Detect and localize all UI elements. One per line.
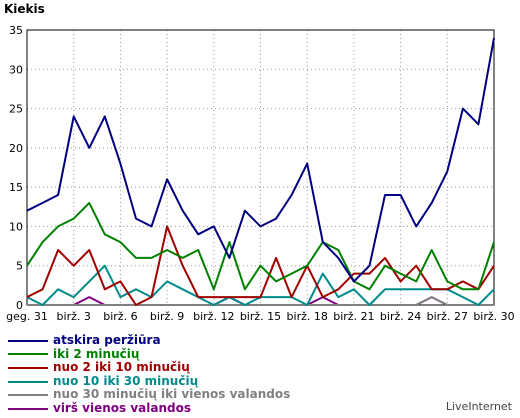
y-tick-label: 5 [16,260,23,273]
legend-item: nuo 30 minučių iki vienos valandos [8,388,290,402]
series-line-0 [26,37,495,283]
y-tick-label: 35 [9,24,23,37]
x-tick-label: birž. 3 [57,310,91,323]
x-tick-label: birž. 24 [380,310,421,323]
x-tick-label: birž. 15 [240,310,281,323]
legend-swatch [8,353,48,356]
legend-swatch [8,339,48,342]
x-tick-label: birž. 9 [150,310,184,323]
legend-label: virš vienos valandos [53,400,192,415]
x-tick-label: birž. 27 [427,310,468,323]
legend-swatch [8,394,48,397]
legend-item: virš vienos valandos [8,400,290,416]
y-tick-label: 30 [9,63,23,76]
x-tick-label: birž. 6 [103,310,137,323]
legend-swatch [8,407,48,410]
legend-item: nuo 2 iki 10 minučių [8,361,290,375]
series-line-1 [26,201,495,291]
x-tick-label: birž. 30 [473,310,514,323]
legend-label: nuo 30 minučių iki vienos valandos [53,387,291,402]
x-tick-label: geg. 31 [6,310,48,323]
series-lines [26,37,495,306]
y-tick-label: 25 [9,103,23,116]
legend-item: nuo 10 iki 30 minučių [8,373,290,389]
legend-label: nuo 10 iki 30 minučių [53,373,199,388]
legend-swatch [8,380,48,383]
y-tick-label: 15 [9,181,23,194]
series-line-2 [26,225,495,306]
legend-swatch [8,366,48,369]
x-tick-label: birž. 12 [193,310,234,323]
legend-label: nuo 2 iki 10 minučių [53,360,190,375]
axes: 0 5 10 15 20 25 30 35 geg. 31 birž. 3 birž. 6 birž.… [6,24,515,323]
legend-item: atskira peržiūra [8,333,290,348]
watermark-text: LiveInternet [445,400,512,413]
x-tick-label: birž. 18 [287,310,328,323]
y-tick-label: 0 [16,299,23,312]
x-tick-label: birž. 21 [333,310,374,323]
y-tick-label: 10 [9,220,23,233]
series-line-4 [27,296,494,306]
y-axis-label: Kiekis [4,2,45,16]
legend-label: iki 2 minučių [53,346,140,361]
y-tick-label: 20 [9,142,23,155]
legend: atskira peržiūra iki 2 minučių nuo 2 iki 1… [8,333,290,416]
legend-label: atskira peržiūra [53,333,161,347]
legend-item: iki 2 minučių [8,346,290,362]
